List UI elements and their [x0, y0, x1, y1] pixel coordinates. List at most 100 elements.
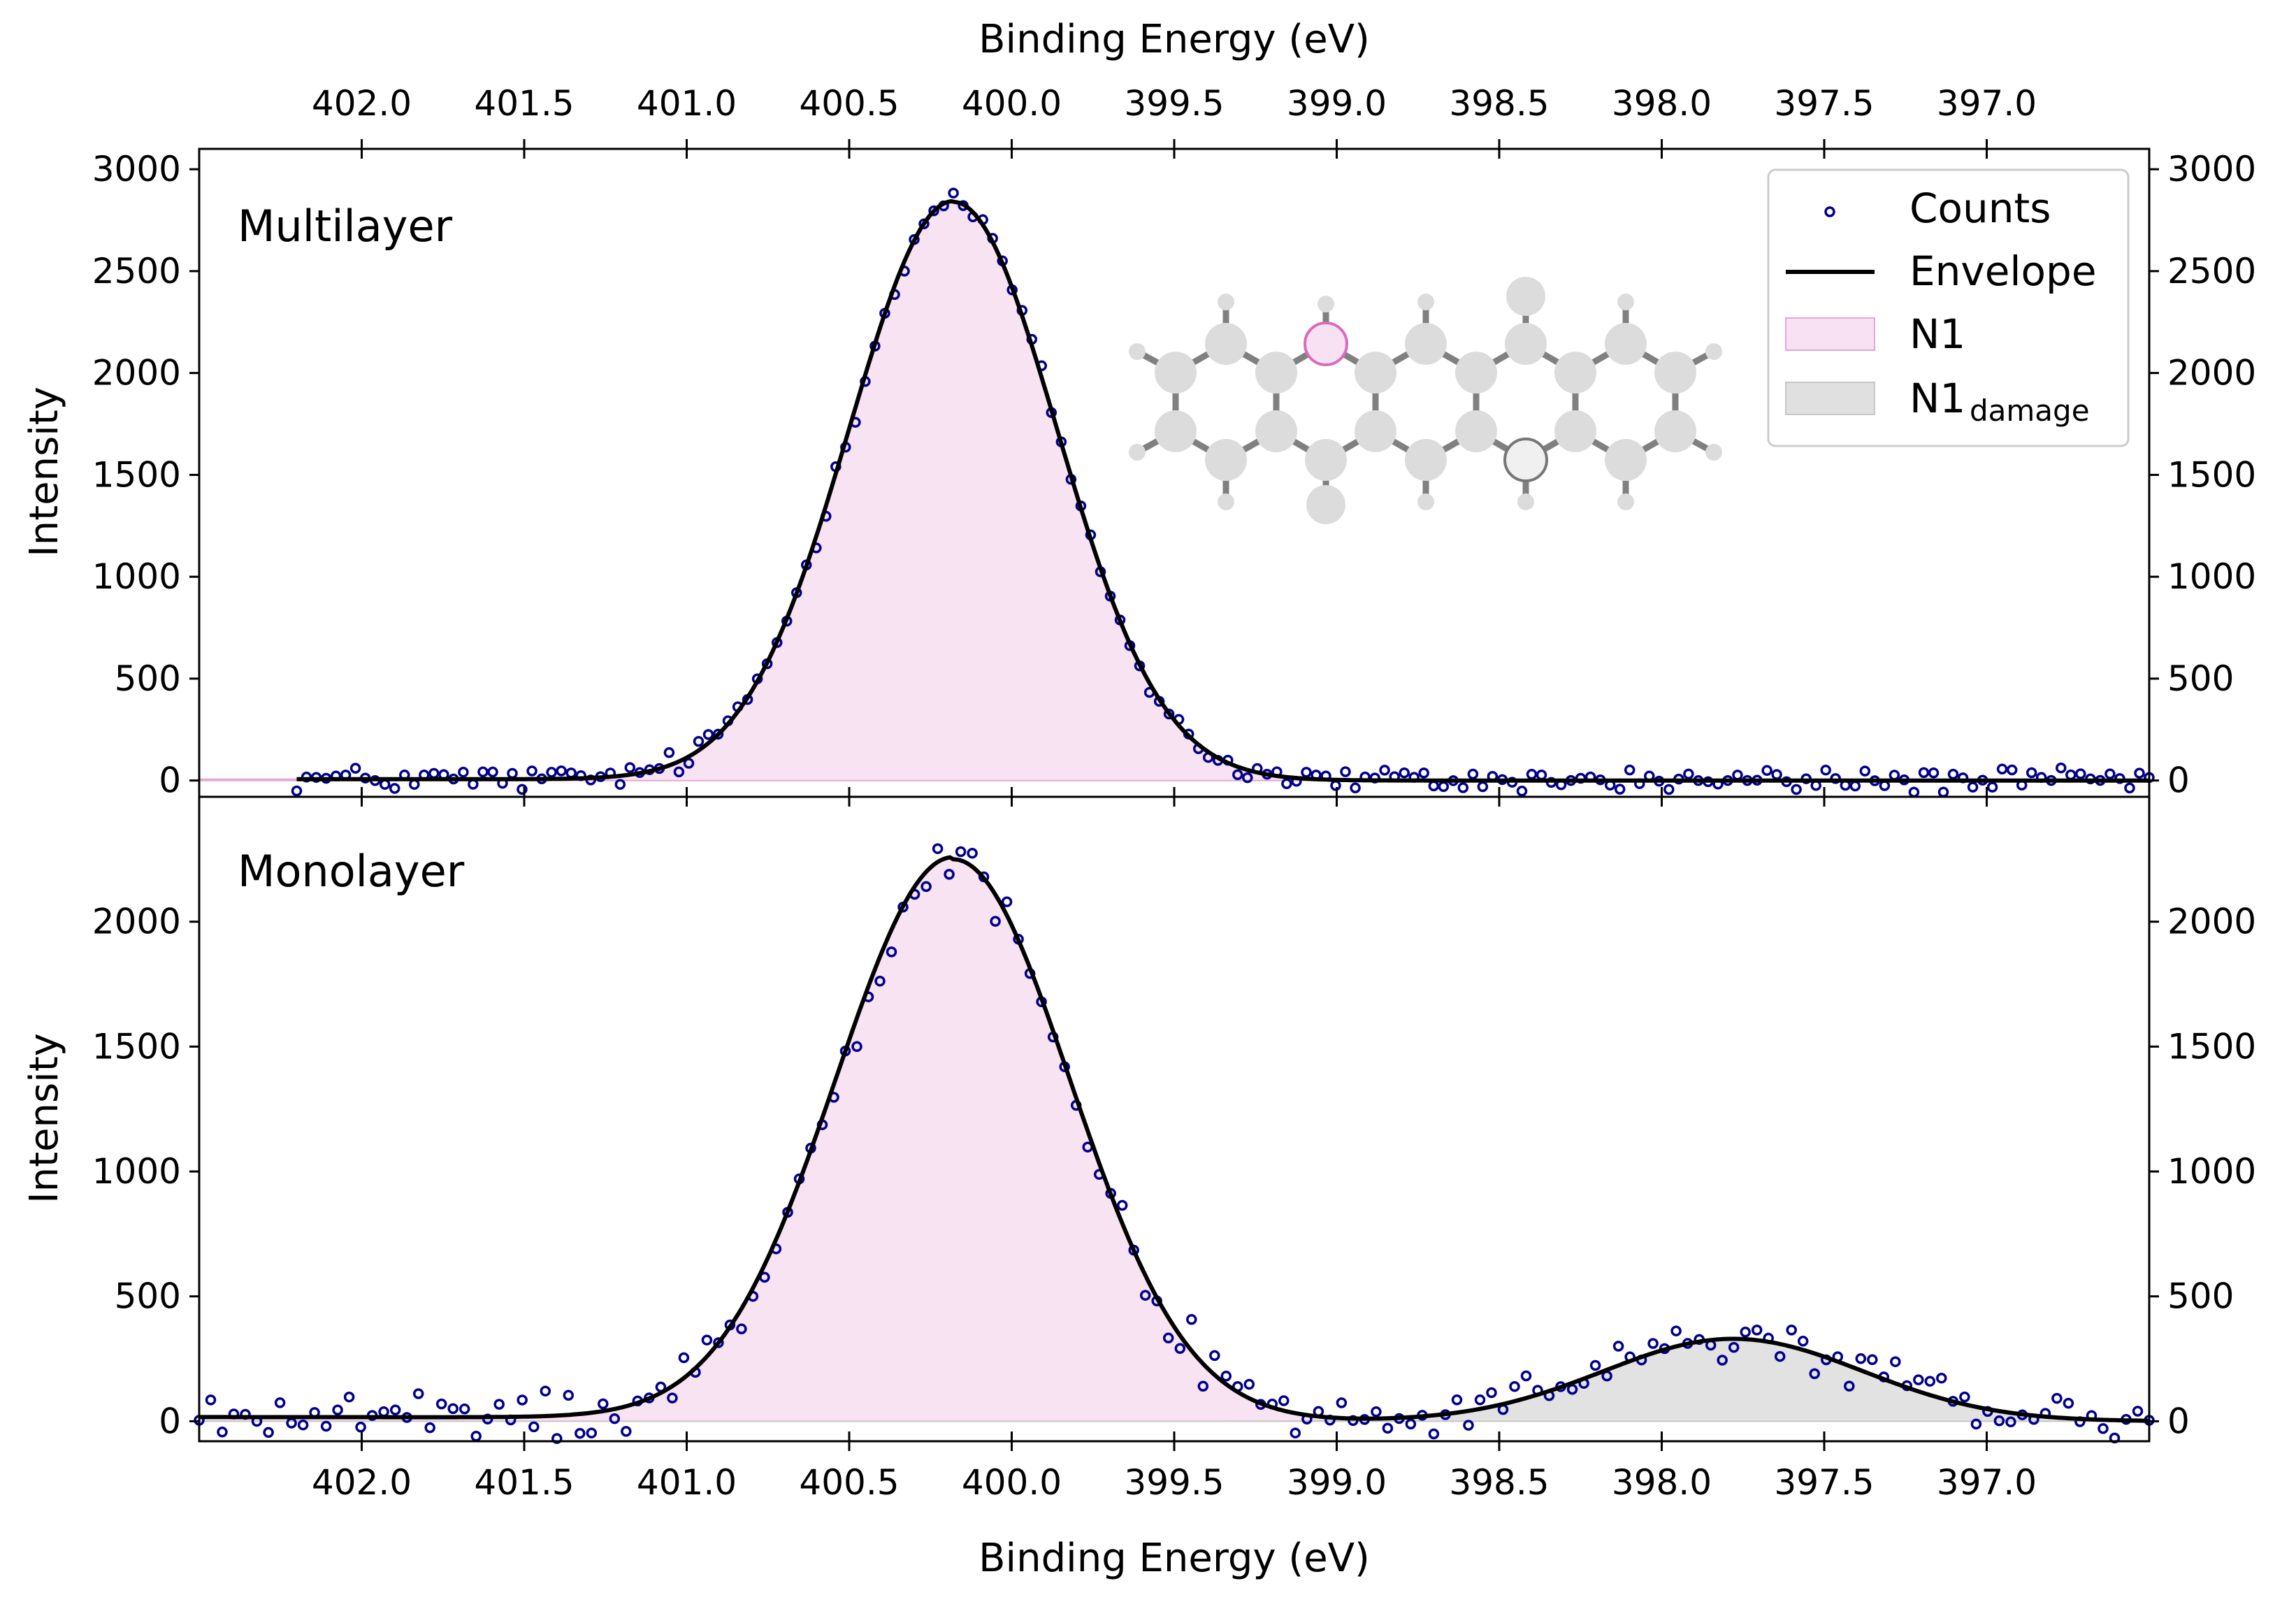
count-point	[1418, 767, 1429, 779]
count-point	[1771, 769, 1782, 780]
top-x-tick-label: 397.0	[1937, 83, 2037, 124]
count-point	[1340, 766, 1351, 777]
molecule-atom	[1405, 439, 1447, 481]
count-point	[1751, 1325, 1763, 1336]
count-point	[1993, 1415, 2005, 1427]
y-tick-label-right: 500	[2167, 1276, 2234, 1317]
legend-box	[1767, 168, 2130, 447]
molecule-hydrogen	[1617, 493, 1634, 510]
count-point	[1967, 781, 1979, 793]
count-point	[217, 1427, 228, 1438]
molecule-atom	[1305, 439, 1347, 481]
molecule-nitrogen-atom	[1304, 322, 1348, 366]
y-tick-label-left: 3000	[92, 149, 181, 189]
count-point	[2098, 1423, 2109, 1434]
count-point	[517, 1394, 528, 1406]
count-point	[1336, 1397, 1348, 1408]
molecule-atom	[1355, 352, 1396, 394]
count-point	[1728, 1341, 1740, 1353]
count-point	[540, 1385, 551, 1397]
legend-n1-damage-subscript: damage	[1970, 394, 2090, 428]
count-point	[1844, 1380, 1855, 1392]
molecule-atom	[1605, 323, 1647, 365]
count-point	[1774, 1350, 1786, 1362]
molecule-atom	[1506, 277, 1545, 316]
molecule-atom	[1155, 352, 1197, 394]
top-x-tick-label: 401.0	[637, 83, 737, 124]
count-point	[1451, 1394, 1463, 1406]
count-point	[701, 1334, 713, 1345]
count-point	[1186, 1314, 1197, 1325]
bottom-panel-envelope	[199, 855, 2150, 1423]
count-point	[1890, 1356, 1901, 1367]
legend: Counts Envelope N1 N1 damage	[1767, 168, 2130, 447]
legend-n1-damage-patch	[1785, 382, 1875, 415]
molecule-hydrogen	[1129, 343, 1146, 360]
count-point	[2006, 764, 2018, 776]
y-tick-label-right: 1500	[2167, 454, 2256, 495]
count-point	[1855, 1353, 1867, 1364]
count-point	[1928, 767, 1940, 779]
count-point	[1918, 767, 1930, 779]
molecule-hydrogen	[1317, 296, 1334, 312]
count-point	[1438, 781, 1450, 793]
count-point	[2124, 782, 2135, 794]
top-x-tick-label: 400.5	[799, 83, 899, 124]
molecule-atom	[1605, 439, 1647, 481]
count-point	[2026, 767, 2037, 779]
count-point	[1663, 784, 1675, 795]
top-x-tick-label: 402.0	[312, 83, 412, 124]
molecule-nitrogen-atom	[1503, 438, 1548, 482]
count-point	[736, 1323, 747, 1335]
count-point	[493, 1399, 505, 1410]
count-point	[967, 847, 978, 859]
count-point	[702, 729, 714, 740]
y-tick-label-left: 1000	[92, 1151, 181, 1192]
count-point	[1139, 1290, 1151, 1301]
count-point	[667, 1392, 678, 1403]
count-point	[1290, 1427, 1301, 1438]
legend-counts-marker	[1824, 206, 1835, 217]
count-point	[874, 975, 886, 987]
count-point	[1566, 1384, 1578, 1395]
count-point	[1536, 769, 1547, 781]
count-point	[1683, 768, 1694, 780]
count-point	[1509, 1380, 1520, 1392]
count-point	[546, 767, 557, 778]
molecule-atom	[1505, 323, 1547, 365]
molecule-hydrogen	[1617, 294, 1634, 310]
count-point	[343, 1391, 355, 1403]
bottom-x-tick-label: 400.0	[962, 1462, 1062, 1503]
count-point	[2132, 1406, 2144, 1417]
y-tick-label-left: 500	[115, 1276, 181, 1317]
top-x-tick-label: 399.5	[1124, 83, 1224, 124]
count-point	[355, 1422, 366, 1433]
count-point	[944, 869, 955, 880]
y-tick-label-left: 1500	[92, 1026, 181, 1067]
count-point	[1350, 782, 1361, 794]
molecule-atom	[1455, 410, 1497, 452]
count-point	[1761, 765, 1772, 777]
y-tick-label-left: 0	[159, 1401, 181, 1441]
molecule-atom	[1205, 323, 1247, 365]
count-point	[1924, 1376, 1936, 1387]
count-point	[851, 1041, 862, 1053]
legend-counts-label: Counts	[1909, 185, 2051, 232]
bottom-x-tick-label: 399.0	[1287, 1462, 1387, 1503]
count-point	[886, 946, 897, 958]
legend-n1-damage-label: N1	[1909, 375, 1965, 422]
count-point	[1382, 1422, 1394, 1434]
count-point	[1624, 764, 1636, 776]
bottom-x-axis-title: Binding Energy (eV)	[979, 1536, 1370, 1581]
count-point	[1612, 1341, 1624, 1352]
legend-envelope-label: Envelope	[1909, 247, 2097, 295]
top-x-tick-label: 400.0	[962, 83, 1062, 124]
count-point	[563, 1390, 575, 1401]
count-point	[1428, 780, 1440, 792]
molecule-atom	[1255, 352, 1297, 394]
molecule-hydrogen	[1218, 493, 1234, 510]
bottom-x-tick-label: 402.0	[312, 1462, 412, 1503]
top-x-tick-label: 398.0	[1612, 83, 1712, 124]
count-point	[2063, 1397, 2074, 1409]
count-point	[1647, 1338, 1659, 1349]
